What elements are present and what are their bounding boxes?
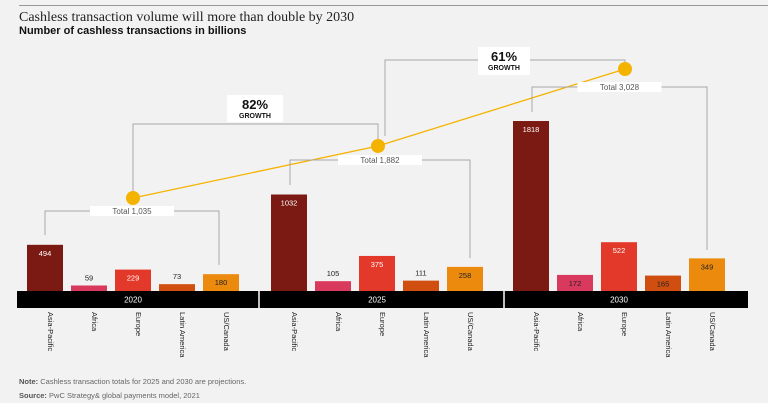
trend-line (132, 68, 626, 199)
chart-title: Cashless transaction volume will more th… (19, 10, 355, 25)
bar-value-label: 1818 (523, 125, 540, 134)
bar-value-label: 111 (415, 269, 426, 278)
source-note: Source: PwC Strategy& global payments mo… (19, 391, 200, 400)
bar (71, 285, 107, 291)
bar (645, 275, 681, 291)
total-label: Total 3,028 (600, 83, 640, 92)
total-bracket (531, 86, 708, 250)
bar-value-label: 375 (371, 260, 384, 269)
bar (315, 281, 351, 291)
category-tick-label: Africa (334, 312, 343, 332)
total-marker (371, 139, 385, 153)
bar (557, 274, 593, 291)
category-tick-label: US/Canada (708, 312, 717, 352)
category-tick-label: Africa (90, 312, 99, 332)
year-label: 2030 (610, 296, 628, 305)
chart-subtitle: Number of cashless transactions in billi… (19, 25, 247, 37)
total-label: Total 1,882 (360, 156, 400, 165)
category-tick-label: Latin America (664, 312, 673, 358)
bar (447, 266, 483, 291)
bar (601, 242, 637, 291)
bar (403, 280, 439, 291)
category-tick-label: US/Canada (466, 312, 475, 352)
top-rule (19, 5, 768, 6)
category-tick-label: Europe (134, 312, 143, 336)
bar (513, 121, 549, 291)
total-marker (126, 191, 140, 205)
footnote: Note: Cashless transaction totals for 20… (19, 377, 247, 386)
bar-value-label: 73 (173, 272, 181, 281)
growth-percent: 61% (491, 49, 517, 64)
bar (689, 258, 725, 291)
year-band (17, 291, 748, 308)
bar (359, 255, 395, 291)
total-bracket (44, 210, 220, 265)
bar (115, 269, 151, 291)
bar (203, 274, 239, 291)
category-tick-label: Asia-Pacific (46, 312, 55, 351)
bar-value-label: 494 (39, 249, 52, 258)
growth-box (478, 47, 530, 75)
total-bracket (289, 159, 471, 258)
bar-value-label: 522 (613, 246, 626, 255)
year-label: 2025 (368, 296, 386, 305)
growth-label: GROWTH (239, 113, 271, 120)
total-label-bg (90, 206, 174, 216)
category-tick-label: Asia-Pacific (290, 312, 299, 351)
bar-value-label: 349 (701, 262, 714, 271)
bar (27, 244, 63, 291)
bar-value-label: 180 (215, 278, 228, 287)
total-label-bg (577, 82, 662, 92)
bar-value-label: 1032 (281, 199, 298, 208)
total-marker (618, 62, 632, 76)
bar-value-label: 165 (657, 280, 670, 289)
growth-bracket (132, 123, 379, 198)
growth-percent: 82% (242, 97, 268, 112)
category-tick-label: Europe (620, 312, 629, 336)
bar-value-label: 229 (127, 274, 140, 283)
category-tick-label: Europe (378, 312, 387, 336)
category-tick-label: Africa (576, 312, 585, 332)
bar-value-label: 59 (85, 273, 93, 282)
category-tick-label: Latin America (178, 312, 187, 358)
category-tick-label: Latin America (422, 312, 431, 358)
growth-box (227, 95, 283, 122)
bar (271, 194, 307, 291)
category-tick-label: Asia-Pacific (532, 312, 541, 351)
year-label: 2020 (124, 296, 142, 305)
category-tick-label: US/Canada (222, 312, 231, 352)
bar (159, 284, 195, 291)
bar-value-label: 258 (459, 271, 472, 280)
total-label-bg (338, 155, 422, 165)
growth-label: GROWTH (488, 65, 520, 72)
bar-value-label: 172 (569, 279, 582, 288)
total-label: Total 1,035 (112, 207, 152, 216)
bar-value-label: 105 (327, 269, 340, 278)
